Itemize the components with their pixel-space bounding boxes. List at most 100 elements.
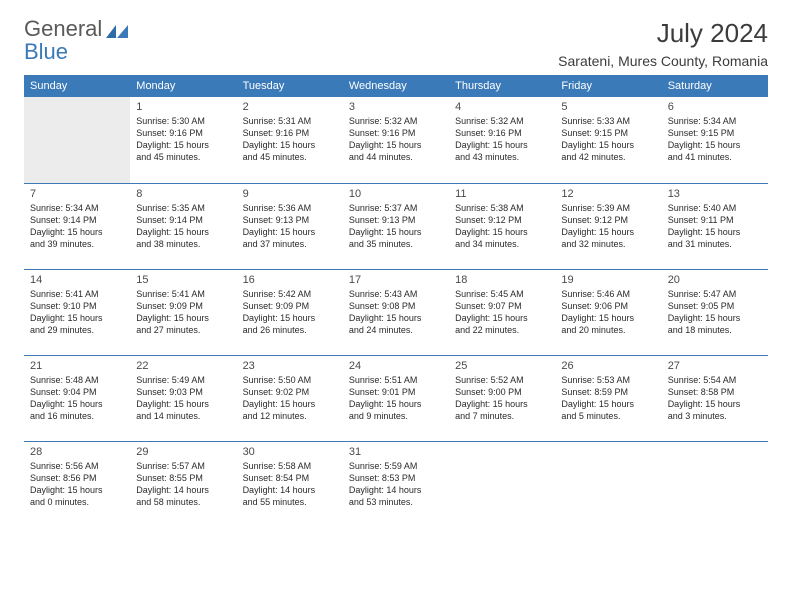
logo-flag-icon	[106, 25, 132, 46]
day-number: 22	[136, 360, 230, 372]
day-number: 28	[30, 446, 124, 458]
cell-daylight2: and 22 minutes.	[455, 324, 549, 336]
cell-sunrise: Sunrise: 5:48 AM	[30, 374, 124, 386]
day-number: 14	[30, 274, 124, 286]
calendar-cell: 2Sunrise: 5:31 AMSunset: 9:16 PMDaylight…	[237, 97, 343, 183]
cell-sunrise: Sunrise: 5:52 AM	[455, 374, 549, 386]
cell-sunset: Sunset: 8:55 PM	[136, 472, 230, 484]
day-number: 27	[668, 360, 762, 372]
cell-sunset: Sunset: 9:00 PM	[455, 386, 549, 398]
calendar-cell: 7Sunrise: 5:34 AMSunset: 9:14 PMDaylight…	[24, 183, 130, 269]
calendar-cell: 28 Sunrise: 5:56 AMSunset: 8:56 PMDayligh…	[24, 441, 130, 527]
cell-daylight1: Daylight: 15 hours	[455, 226, 549, 238]
cell-daylight2: and 16 minutes.	[30, 410, 124, 422]
calendar-cell: 19Sunrise: 5:46 AMSunset: 9:06 PMDayligh…	[555, 269, 661, 355]
cell-daylight2: and 0 minutes.	[30, 496, 124, 508]
cell-daylight1: Daylight: 15 hours	[349, 312, 443, 324]
day-number: 9	[243, 188, 337, 200]
cell-daylight1: Daylight: 15 hours	[30, 484, 124, 496]
day-number: 13	[668, 188, 762, 200]
day-number: 25	[455, 360, 549, 372]
day-number: 23	[243, 360, 337, 372]
cell-sunrise: Sunrise: 5:32 AM	[455, 115, 549, 127]
cell-sunrise: Sunrise: 5:41 AM	[30, 288, 124, 300]
cell-sunset: Sunset: 9:16 PM	[136, 127, 230, 139]
day-number: 8	[136, 188, 230, 200]
calendar-cell: 12Sunrise: 5:39 AMSunset: 9:12 PMDayligh…	[555, 183, 661, 269]
header: General Blue July 2024 Sarateni, Mures C…	[24, 18, 768, 69]
cell-daylight1: Daylight: 15 hours	[455, 139, 549, 151]
cell-daylight1: Daylight: 15 hours	[455, 398, 549, 410]
day-number: 30	[243, 446, 337, 458]
calendar-cell: 26Sunrise: 5:53 AMSunset: 8:59 PMDayligh…	[555, 355, 661, 441]
cell-daylight2: and 58 minutes.	[136, 496, 230, 508]
cell-daylight2: and 37 minutes.	[243, 238, 337, 250]
cell-daylight2: and 29 minutes.	[30, 324, 124, 336]
cell-daylight2: and 31 minutes.	[668, 238, 762, 250]
day-number: 21	[30, 360, 124, 372]
day-number: 19	[561, 274, 655, 286]
cell-sunset: Sunset: 9:11 PM	[668, 214, 762, 226]
day-number: 5	[561, 101, 655, 113]
cell-sunset: Sunset: 8:54 PM	[243, 472, 337, 484]
cell-sunset: Sunset: 9:08 PM	[349, 300, 443, 312]
calendar-row: 7Sunrise: 5:34 AMSunset: 9:14 PMDaylight…	[24, 183, 768, 269]
calendar-cell	[555, 441, 661, 527]
cell-daylight2: and 5 minutes.	[561, 410, 655, 422]
cell-sunset: Sunset: 9:12 PM	[455, 214, 549, 226]
cell-sunset: Sunset: 9:16 PM	[455, 127, 549, 139]
cell-daylight1: Daylight: 15 hours	[561, 226, 655, 238]
calendar-cell: 29Sunrise: 5:57 AMSunset: 8:55 PMDayligh…	[130, 441, 236, 527]
calendar-cell: 4Sunrise: 5:32 AMSunset: 9:16 PMDaylight…	[449, 97, 555, 183]
cell-daylight2: and 14 minutes.	[136, 410, 230, 422]
calendar-cell: 3Sunrise: 5:32 AMSunset: 9:16 PMDaylight…	[343, 97, 449, 183]
cell-sunrise: Sunrise: 5:38 AM	[455, 202, 549, 214]
calendar-cell: 25 Sunrise: 5:52 AMSunset: 9:00 PMDayligh…	[449, 355, 555, 441]
cell-daylight1: Daylight: 15 hours	[455, 312, 549, 324]
cell-daylight2: and 3 minutes.	[668, 410, 762, 422]
cell-sunset: Sunset: 9:14 PM	[136, 214, 230, 226]
cell-sunrise: Sunrise: 5:49 AM	[136, 374, 230, 386]
cell-daylight2: and 38 minutes.	[136, 238, 230, 250]
calendar-cell	[449, 441, 555, 527]
day-number: 24	[349, 360, 443, 372]
cell-daylight1: Daylight: 15 hours	[668, 226, 762, 238]
cell-sunrise: Sunrise: 5:39 AM	[561, 202, 655, 214]
cell-sunset: Sunset: 8:56 PM	[30, 472, 124, 484]
cell-daylight2: and 12 minutes.	[243, 410, 337, 422]
cell-daylight1: Daylight: 15 hours	[136, 312, 230, 324]
cell-sunrise: Sunrise: 5:35 AM	[136, 202, 230, 214]
cell-daylight2: and 20 minutes.	[561, 324, 655, 336]
calendar-cell: 30Sunrise: 5:58 AMSunset: 8:54 PMDayligh…	[237, 441, 343, 527]
dayhead-wed: Wednesday	[343, 75, 449, 97]
calendar-cell: 15Sunrise: 5:41 AMSunset: 9:09 PMDayligh…	[130, 269, 236, 355]
cell-sunrise: Sunrise: 5:53 AM	[561, 374, 655, 386]
calendar-cell	[662, 441, 768, 527]
cell-sunrise: Sunrise: 5:31 AM	[243, 115, 337, 127]
cell-sunrise: Sunrise: 5:46 AM	[561, 288, 655, 300]
logo: General Blue	[24, 18, 132, 64]
cell-sunset: Sunset: 9:04 PM	[30, 386, 124, 398]
cell-daylight2: and 34 minutes.	[455, 238, 549, 250]
cell-daylight1: Daylight: 15 hours	[30, 398, 124, 410]
cell-daylight1: Daylight: 15 hours	[243, 226, 337, 238]
day-number: 1	[136, 101, 230, 113]
cell-sunrise: Sunrise: 5:36 AM	[243, 202, 337, 214]
cell-daylight1: Daylight: 15 hours	[243, 312, 337, 324]
dayhead-sun: Sunday	[24, 75, 130, 97]
day-number: 12	[561, 188, 655, 200]
cell-daylight2: and 35 minutes.	[349, 238, 443, 250]
calendar-cell: 20Sunrise: 5:47 AMSunset: 9:05 PMDayligh…	[662, 269, 768, 355]
day-number: 10	[349, 188, 443, 200]
cell-sunset: Sunset: 9:13 PM	[243, 214, 337, 226]
cell-sunset: Sunset: 8:58 PM	[668, 386, 762, 398]
cell-daylight1: Daylight: 15 hours	[349, 226, 443, 238]
calendar-row: 14Sunrise: 5:41 AMSunset: 9:10 PMDayligh…	[24, 269, 768, 355]
logo-word2: Blue	[24, 39, 68, 64]
cell-daylight2: and 26 minutes.	[243, 324, 337, 336]
cell-daylight1: Daylight: 15 hours	[136, 139, 230, 151]
calendar-cell: 5Sunrise: 5:33 AMSunset: 9:15 PMDaylight…	[555, 97, 661, 183]
cell-sunrise: Sunrise: 5:56 AM	[30, 460, 124, 472]
calendar-cell: 1Sunrise: 5:30 AMSunset: 9:16 PMDaylight…	[130, 97, 236, 183]
calendar-cell: 18Sunrise: 5:45 AMSunset: 9:07 PMDayligh…	[449, 269, 555, 355]
